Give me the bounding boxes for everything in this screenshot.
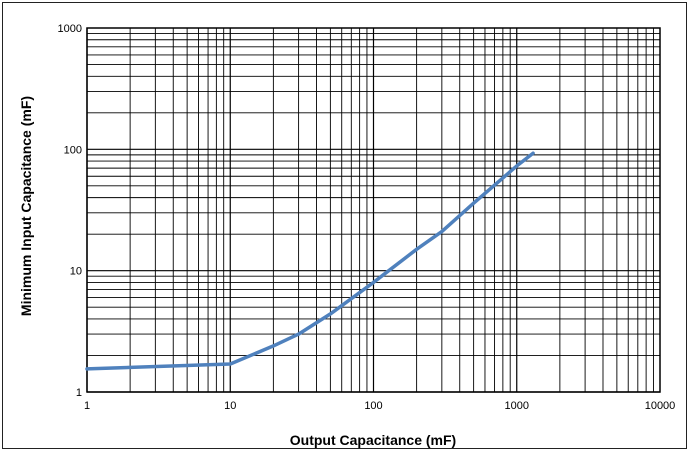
x-tick-labels: 1 10 100 1000 10000 xyxy=(84,400,675,412)
y-tick-label: 100 xyxy=(64,144,82,156)
y-tick-labels: 1 10 100 1000 xyxy=(58,23,82,399)
y-axis-title: Minimum Input Capacitance (mF) xyxy=(18,96,34,316)
y-tick-label: 1 xyxy=(76,387,82,399)
plot-border xyxy=(86,27,661,393)
series-line xyxy=(85,151,535,371)
x-tick-label: 100 xyxy=(364,400,382,412)
y-tick-label: 1000 xyxy=(58,23,82,35)
x-tick-label: 10000 xyxy=(645,400,676,412)
grid-layer xyxy=(86,28,660,393)
x-tick-label: 10 xyxy=(224,400,236,412)
chart-svg: 1 10 100 1000 10000 1 10 100 1000 Output Capaci… xyxy=(18,23,675,448)
x-tick-label: 1 xyxy=(84,400,90,412)
x-axis-title: Output Capacitance (mF) xyxy=(290,432,456,448)
chart-frame: 1 10 100 1000 10000 1 10 100 1000 Output Capaci… xyxy=(2,2,687,449)
series-layer xyxy=(85,151,535,371)
y-tick-label: 10 xyxy=(70,266,82,278)
x-tick-label: 1000 xyxy=(505,400,529,412)
